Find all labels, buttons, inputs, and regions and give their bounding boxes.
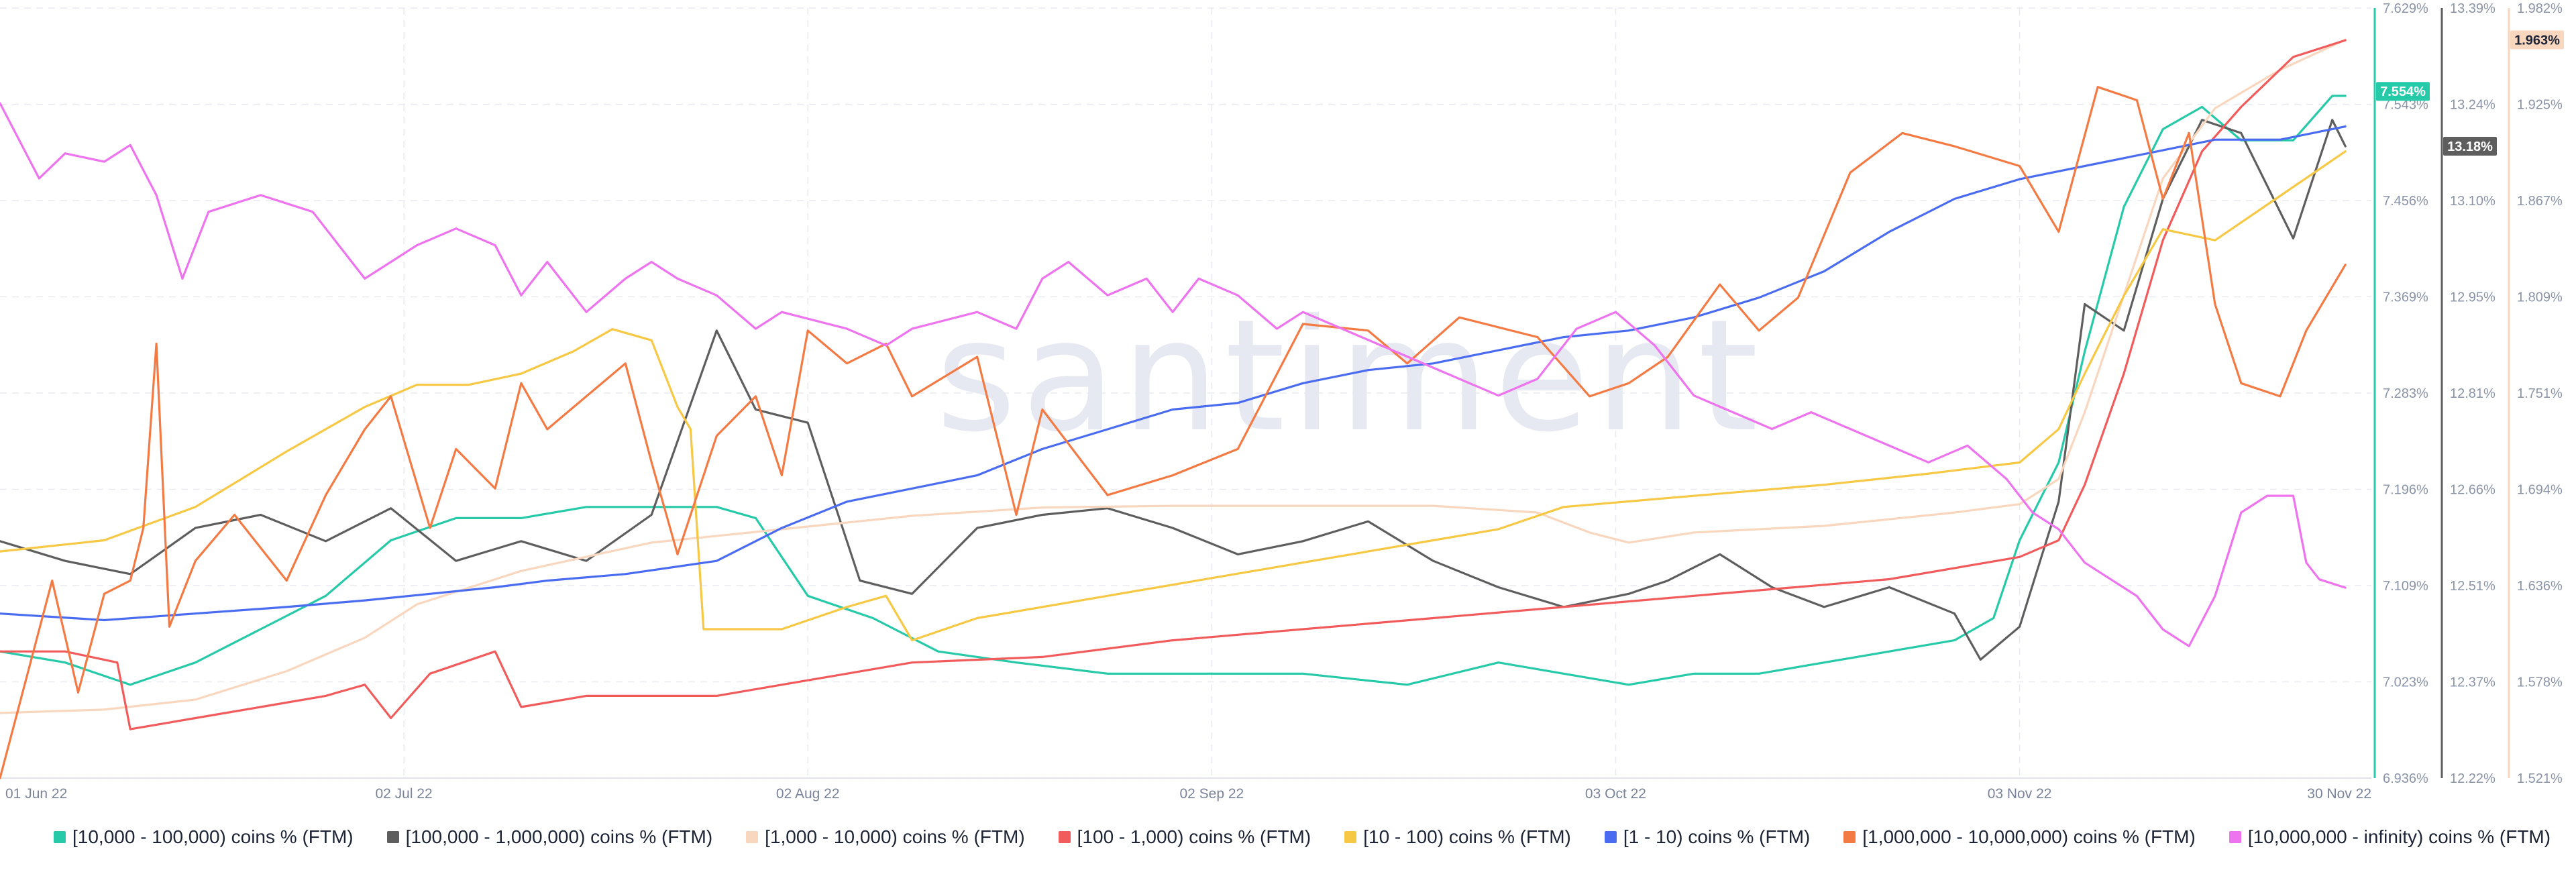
y-tick-label: 1.925% — [2517, 98, 2563, 113]
y-tick-label: 13.10% — [2450, 194, 2496, 209]
legend-label: [1,000,000 - 10,000,000) coins % (FTM) — [1862, 826, 2196, 847]
x-axis: 01 Jun 22 02 Jul 22 02 Aug 22 02 Sep 22 03 O… — [5, 786, 2371, 802]
y-tick-label: 12.95% — [2450, 290, 2496, 305]
line-chart: santiment 7.629%7.543%7.456%7.369%7.283%… — [0, 1, 2564, 802]
legend-item[interactable]: [1 - 10) coins % (FTM) — [1604, 826, 1811, 848]
legend-label: [100,000 - 1,000,000) coins % (FTM) — [405, 826, 713, 847]
legend-label: [1,000 - 10,000) coins % (FTM) — [765, 826, 1025, 847]
value-marker-bg — [2443, 137, 2497, 156]
value-marker-label: 7.554% — [2380, 85, 2426, 99]
x-tick-label: 01 Jun 22 — [5, 786, 67, 802]
y-tick-label: 12.66% — [2450, 483, 2496, 498]
legend-label: [10,000 - 100,000) coins % (FTM) — [72, 826, 354, 847]
y-tick-label: 12.22% — [2450, 771, 2496, 786]
series-line-8 — [0, 102, 2347, 647]
series-line-4 — [0, 39, 2347, 730]
legend-swatch — [746, 831, 759, 843]
legend-swatch — [54, 831, 66, 843]
value-marker-bg — [2510, 30, 2564, 50]
y-tick-label: 7.109% — [2383, 579, 2428, 594]
y-tick-label: 13.39% — [2450, 1, 2496, 16]
legend-item[interactable]: [100 - 1,000) coins % (FTM) — [1058, 826, 1311, 848]
y-tick-label: 1.521% — [2517, 771, 2563, 786]
y-tick-label: 7.196% — [2383, 483, 2428, 498]
y-tick-label: 1.867% — [2517, 194, 2563, 209]
legend-label: [1 - 10) coins % (FTM) — [1623, 826, 1811, 847]
y-tick-label: 13.24% — [2450, 98, 2496, 113]
legend-swatch — [386, 831, 399, 843]
legend-label: [10,000,000 - infinity) coins % (FTM) — [2247, 826, 2551, 847]
series-line-2 — [0, 119, 2347, 661]
plot-area — [0, 38, 2347, 779]
series-line-3 — [0, 38, 2347, 714]
y-tick-label: 12.51% — [2450, 579, 2496, 594]
y-axes: 7.629% 7.543% 7.456% 7.369% 7.283% 7.196% 7.10… — [2373, 1, 2564, 786]
x-tick-label: 03 Oct 22 — [1585, 786, 1646, 802]
legend-item[interactable]: [10,000,000 - infinity) coins % (FTM) — [2229, 826, 2551, 848]
legend-swatch — [1344, 831, 1357, 843]
legend-item[interactable]: [10 - 100) coins % (FTM) — [1344, 826, 1571, 848]
y-tick-label: 7.543% — [2383, 98, 2428, 113]
x-tick-label: 02 Jul 22 — [375, 786, 432, 802]
legend-item[interactable]: [1,000,000 - 10,000,000) coins % (FTM) — [1843, 826, 2196, 848]
series-line-1 — [0, 95, 2347, 686]
y-tick-label: 7.369% — [2383, 290, 2428, 305]
y-tick-label: 1.636% — [2517, 579, 2563, 594]
y-tick-label: 7.023% — [2383, 675, 2428, 690]
y-tick-label: 6.936% — [2383, 771, 2428, 786]
value-marker-bg — [2376, 82, 2430, 101]
y-tick-label: 7.629% — [2383, 1, 2428, 16]
legend-item[interactable]: [1,000 - 10,000) coins % (FTM) — [746, 826, 1025, 848]
y-tick-label: 12.81% — [2450, 386, 2496, 401]
value-marker-label: 1.963% — [2514, 33, 2560, 48]
legend-swatch — [1604, 831, 1617, 843]
legend: [10,000 - 100,000) coins % (FTM) [100,000… — [54, 826, 2551, 848]
y-tick-label: 1.809% — [2517, 290, 2563, 305]
x-tick-label: 02 Aug 22 — [776, 786, 840, 802]
y-tick-label: 1.751% — [2517, 386, 2563, 401]
x-tick-label: 03 Nov 22 — [1988, 786, 2052, 802]
y-tick-label: 1.578% — [2517, 675, 2563, 690]
x-tick-label: 02 Sep 22 — [1179, 786, 1244, 802]
series-line-5 — [0, 150, 2347, 642]
series-line-7 — [0, 86, 2347, 779]
y-tick-label: 1.694% — [2517, 483, 2563, 498]
value-marker-label: 13.18% — [2447, 140, 2493, 154]
y-tick-label: 7.283% — [2383, 386, 2428, 401]
y-tick-label: 12.37% — [2450, 675, 2496, 690]
series-line-6 — [0, 125, 2347, 622]
legend-item[interactable]: [10,000 - 100,000) coins % (FTM) — [54, 826, 354, 848]
legend-swatch — [1058, 831, 1071, 843]
legend-swatch — [1843, 831, 1856, 843]
legend-label: [100 - 1,000) coins % (FTM) — [1077, 826, 1311, 847]
legend-item[interactable]: [100,000 - 1,000,000) coins % (FTM) — [386, 826, 713, 848]
y-tick-label: 1.982% — [2517, 1, 2563, 16]
y-tick-label: 7.456% — [2383, 194, 2428, 209]
x-tick-label: 30 Nov 22 — [2307, 786, 2371, 802]
legend-swatch — [2229, 831, 2241, 843]
legend-label: [10 - 100) coins % (FTM) — [1363, 826, 1571, 847]
